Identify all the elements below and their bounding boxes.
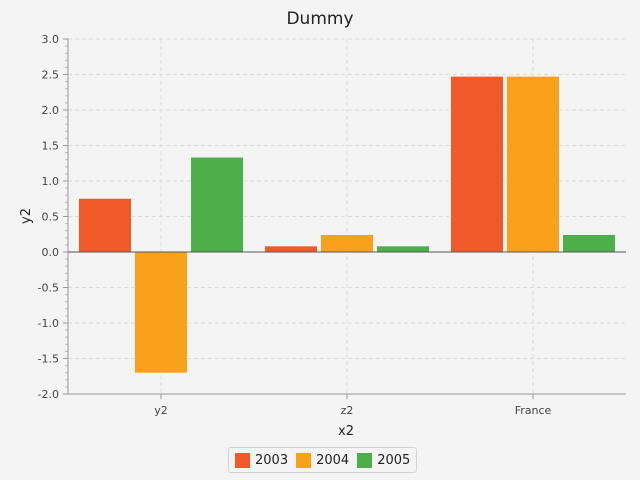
x-tick-label: France	[515, 404, 552, 417]
y-tick-label: 2.5	[42, 69, 60, 82]
bar	[377, 246, 429, 252]
legend-label: 2004	[316, 452, 350, 468]
y-tick-label: -1.0	[38, 317, 59, 330]
legend-item: 2004	[296, 452, 350, 468]
bar	[135, 252, 187, 373]
bars	[68, 76, 626, 373]
bar	[321, 234, 373, 252]
y-tick-label: 1.5	[42, 140, 60, 153]
legend-label: 2003	[255, 452, 289, 468]
chart-title: Dummy	[286, 9, 353, 29]
legend-swatch	[357, 452, 373, 468]
y-tick-label: 3.0	[42, 33, 60, 46]
bar	[563, 234, 615, 252]
y-tick-label: -1.5	[38, 353, 59, 366]
x-tick-label: z2	[341, 404, 354, 417]
bar	[507, 76, 559, 252]
y-axis-label: y2	[19, 208, 34, 224]
y-tick-label: -0.5	[38, 282, 59, 295]
y-tick-label: 0.0	[42, 246, 60, 259]
legend-label: 2005	[377, 452, 411, 468]
y-axis: -2.0 -1.5 -1.0 -0.5 0.0 0.5 1.0 1.5 2.0 2.5 3.0	[38, 33, 69, 401]
bar	[79, 198, 131, 252]
bar	[451, 76, 503, 252]
legend-item: 2003	[235, 452, 289, 468]
x-axis: y2 z2 France	[68, 393, 626, 417]
y-tick-label: 1.0	[42, 175, 60, 188]
x-tick-label: y2	[154, 404, 168, 417]
legend-item: 2005	[357, 452, 411, 468]
bar	[265, 246, 317, 252]
y-tick-label: -2.0	[38, 388, 59, 401]
legend: 2003 2004 2005	[228, 447, 418, 473]
bar	[191, 157, 243, 252]
y-tick-label: 2.0	[42, 104, 60, 117]
legend-swatch	[296, 452, 312, 468]
legend-swatch	[235, 452, 250, 468]
x-axis-label: x2	[338, 424, 354, 439]
y-tick-label: 0.5	[42, 211, 60, 224]
